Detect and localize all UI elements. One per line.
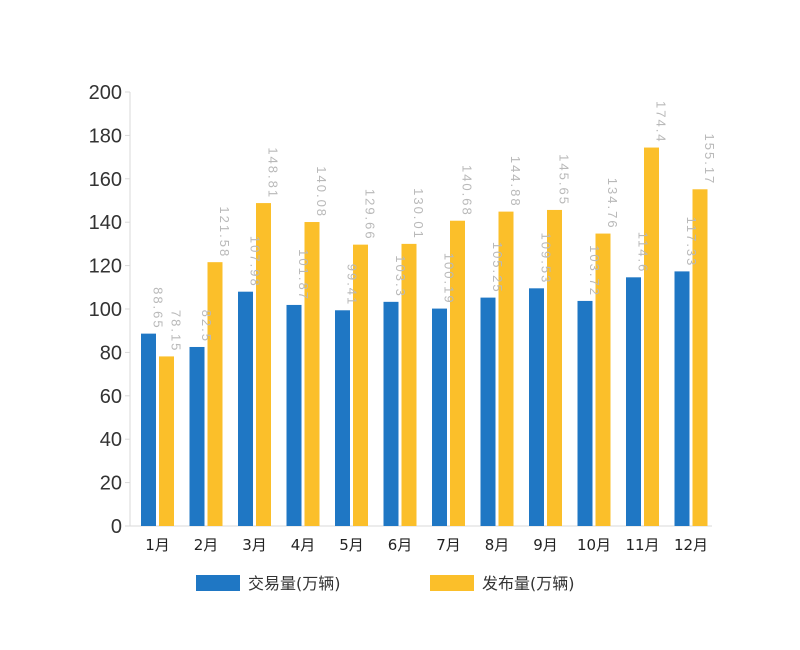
bar-trade-volume	[480, 297, 496, 526]
x-tick-label: 3月	[242, 536, 267, 554]
x-tick-label: 9月	[533, 536, 558, 554]
y-tick-label: 20	[100, 473, 122, 495]
x-tick-label: 1月	[145, 536, 170, 554]
bar-listing-volume	[159, 356, 174, 526]
data-label: 105.25	[490, 242, 505, 294]
data-label: 107.98	[248, 236, 263, 288]
bar-listing-volume	[450, 220, 465, 526]
bar-listing-volume	[304, 222, 320, 526]
bar-listing-volume	[644, 147, 659, 526]
x-tick-label: 2月	[194, 536, 219, 554]
data-label: 174.4	[654, 101, 669, 144]
data-label: 140.68	[460, 165, 475, 217]
legend-label: 发布量(万辆)	[482, 574, 575, 593]
x-tick-label: 11月	[625, 536, 659, 554]
data-label: 88.65	[151, 287, 166, 330]
legend-swatch	[430, 575, 474, 591]
bar-trade-volume	[383, 301, 399, 526]
bar-trade-volume	[577, 300, 593, 526]
y-tick-label: 140	[89, 212, 122, 234]
y-tick-label: 100	[89, 299, 122, 321]
data-label: 130.01	[411, 188, 426, 240]
data-label: 121.58	[217, 206, 232, 258]
data-label: 145.65	[557, 154, 572, 206]
data-label: 129.66	[363, 189, 378, 241]
bar-trade-volume	[674, 271, 690, 526]
bars	[141, 147, 708, 526]
x-tick-label: 7月	[436, 536, 461, 554]
data-label: 109.53	[539, 233, 554, 285]
y-tick-label: 180	[89, 125, 122, 147]
legend-item: 交易量(万辆)	[196, 574, 341, 593]
bar-trade-volume	[432, 308, 447, 526]
x-tick-label: 10月	[577, 536, 611, 554]
x-tick-label: 12月	[674, 536, 708, 554]
bar-trade-volume	[335, 310, 350, 526]
bar-listing-volume	[547, 209, 562, 526]
data-label: 78.15	[169, 310, 184, 353]
data-label: 140.08	[314, 166, 329, 218]
data-label: 155.17	[702, 134, 717, 186]
x-tick-label: 5月	[339, 536, 364, 554]
data-label: 100.19	[442, 253, 457, 305]
legend-swatch	[196, 575, 240, 591]
bar-trade-volume	[286, 304, 302, 526]
bar-listing-volume	[207, 262, 223, 526]
data-label: 117.33	[684, 217, 699, 268]
data-label: 82.5	[199, 310, 214, 343]
bar-listing-volume	[353, 244, 368, 526]
legend-item: 发布量(万辆)	[430, 574, 575, 593]
x-tick-label: 6月	[388, 536, 413, 554]
x-tick-label: 8月	[485, 536, 510, 554]
bar-trade-volume	[529, 288, 544, 526]
bar-listing-volume	[498, 211, 514, 526]
y-tick-label: 120	[89, 256, 122, 278]
legend: 交易量(万辆) 发布量(万辆)	[196, 574, 575, 593]
bar-listing-volume	[256, 203, 271, 526]
bar-listing-volume	[692, 189, 708, 526]
data-label: 144.88	[508, 156, 523, 208]
data-label: 148.81	[266, 147, 281, 199]
data-label: 99.41	[345, 264, 360, 307]
data-label: 103.3	[393, 255, 408, 298]
y-tick-label: 0	[111, 516, 122, 538]
y-tick-label: 200	[89, 82, 122, 104]
y-tick-label: 60	[100, 386, 122, 408]
bar-trade-volume	[141, 333, 156, 526]
data-label: 101.87	[296, 249, 311, 301]
y-tick-label: 80	[100, 342, 122, 364]
bar-trade-volume	[238, 291, 253, 526]
data-label: 103.72	[587, 245, 602, 297]
x-tick-label: 4月	[291, 536, 316, 554]
bar-trade-volume	[626, 277, 641, 526]
y-tick-label: 40	[100, 429, 122, 451]
bar-listing-volume	[401, 243, 417, 526]
bar-listing-volume	[595, 233, 611, 526]
axes: 0 20 40 60 80 100 120 140 160 180 200 1月 2月 3月 4月 5月 6月 7…	[89, 82, 712, 554]
data-label: 114.6	[636, 232, 651, 274]
legend-label: 交易量(万辆)	[248, 574, 341, 593]
bar-trade-volume	[189, 346, 205, 526]
data-label: 134.76	[605, 178, 620, 230]
y-tick-label: 160	[89, 169, 122, 191]
